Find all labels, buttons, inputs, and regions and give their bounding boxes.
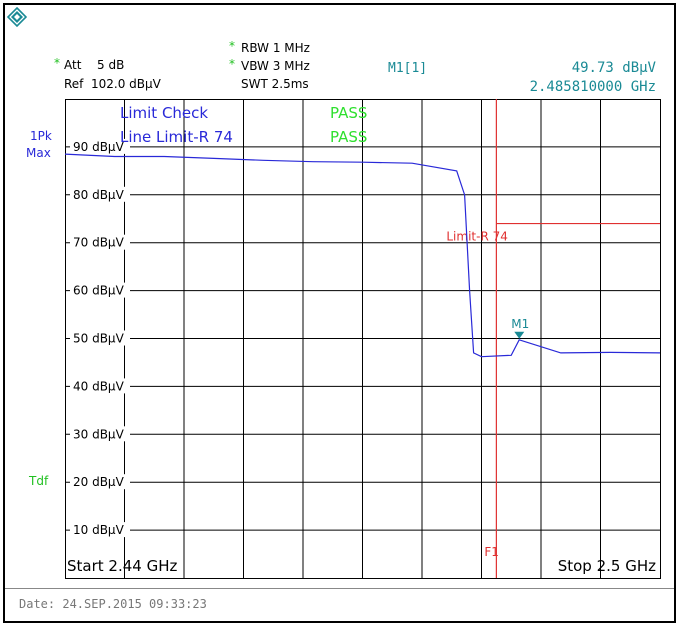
rbw-setting: RBW 1 MHz — [241, 41, 310, 55]
marker-label: M1[1] — [388, 61, 428, 76]
y-tick-label: 20 dBµV — [73, 475, 125, 489]
limit-line-label: Line Limit-R 74 — [120, 128, 233, 146]
att-label: Att — [64, 58, 82, 72]
diagram-right-border — [660, 99, 661, 579]
y-tick-label-background — [70, 186, 130, 202]
rbw-star: * — [229, 39, 235, 53]
swt-setting: SWT 2.5ms — [241, 77, 309, 91]
limit-check-result: PASS — [330, 104, 368, 122]
diagram-bottom-border — [65, 578, 660, 579]
y-tick-label-background — [70, 426, 130, 442]
y-tick-label-background — [70, 234, 130, 250]
grid — [65, 99, 660, 578]
start-frequency: Start 2.44 GHz — [67, 557, 178, 575]
y-tick-label: 10 dBµV — [73, 523, 125, 537]
y-tick-label-background — [70, 378, 130, 394]
y-tick-label: 30 dBµV — [73, 427, 125, 441]
y-tick-label-background — [70, 282, 130, 298]
status-bar-divider — [5, 588, 674, 589]
detector-max: Max — [26, 146, 51, 160]
limit-line-label: Limit-R 74 — [446, 230, 508, 244]
stop-frequency: Stop 2.5 GHz — [557, 557, 656, 575]
vbw-star: * — [229, 57, 235, 71]
y-tick-label: 80 dBµV — [73, 188, 125, 202]
logo-icon — [6, 6, 28, 28]
tdf-label: Tdf — [29, 474, 49, 488]
y-tick-label-background — [70, 522, 130, 538]
date-stamp: Date: 24.SEP.2015 09:33:23 — [19, 597, 207, 611]
marker-level: 49.73 dBµV — [571, 60, 656, 76]
y-tick-label-background — [70, 330, 130, 346]
y-tick-label: 90 dBµV — [73, 140, 125, 154]
y-tick-label: 40 dBµV — [73, 379, 125, 393]
limit-lines: Limit-R 74 F1 — [446, 99, 660, 578]
marker-triangle — [514, 331, 525, 339]
trace-line — [64, 153, 661, 358]
ref-label: Ref — [64, 77, 84, 91]
marker-frequency: 2.485810000 GHz — [529, 79, 656, 95]
limit-line-result: PASS — [330, 128, 368, 146]
att-star: * — [54, 56, 60, 70]
y-tick-label: 70 dBµV — [73, 236, 125, 250]
marker-label: M1 — [511, 317, 529, 331]
limit-check-label: Limit Check — [120, 104, 209, 122]
y-tick-label-background — [70, 474, 130, 490]
detector-1pk: 1Pk — [30, 129, 52, 143]
f1-label: F1 — [484, 545, 499, 559]
marker-m1: M1 — [511, 317, 529, 339]
vbw-setting: VBW 3 MHz — [241, 59, 310, 73]
att-value: 5 dB — [97, 58, 125, 72]
y-tick-labels: 90 dBµV 80 dBµV 70 dBµV 60 dBµV 50 dBµV 40 dB… — [70, 138, 130, 538]
ref-value: 102.0 dBµV — [91, 77, 161, 91]
analyzer-screen: * Att 5 dB Ref 102.0 dBµV * RBW 1 MHz * … — [3, 3, 676, 623]
y-tick-label: 50 dBµV — [73, 332, 125, 346]
y-tick-label: 60 dBµV — [73, 284, 125, 298]
y-tick-label-background — [70, 138, 130, 154]
